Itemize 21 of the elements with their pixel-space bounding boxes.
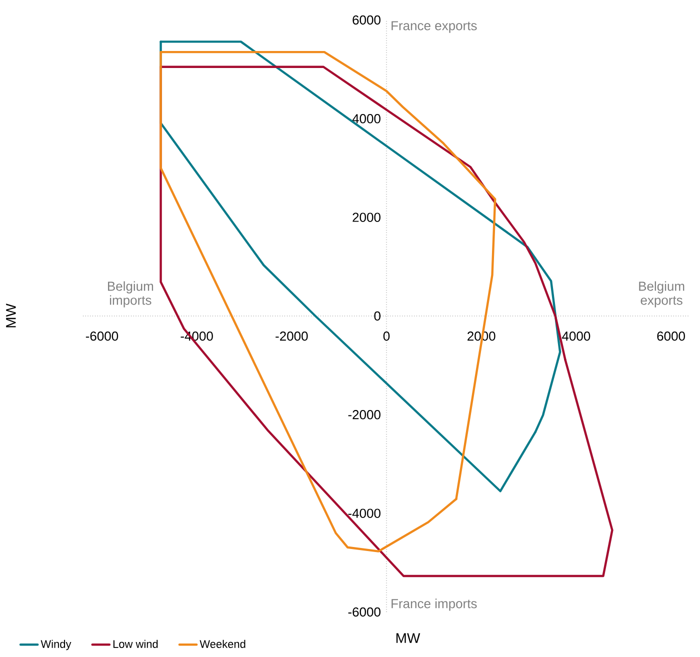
y-tick-label: -4000	[348, 508, 380, 518]
y-tick-label: 6000	[352, 15, 380, 25]
x-tick-label: 0	[383, 332, 390, 341]
y-tick-label: 4000	[352, 114, 380, 124]
annotation: Belgium exports	[639, 281, 684, 308]
x-tick-label: -2000	[276, 332, 308, 341]
x-tick-label: -6000	[86, 332, 118, 341]
y-tick-label: -6000	[348, 607, 380, 617]
annotation: Belgium imports	[108, 281, 154, 308]
y-tick-label: -2000	[348, 410, 380, 420]
legend-label: Low wind	[113, 640, 158, 648]
x-axis-title: MW	[396, 633, 420, 643]
y-tick-label: 2000	[352, 212, 380, 222]
legend-label: Windy	[40, 640, 72, 650]
annotation: France exports	[392, 21, 477, 33]
y-axis-title: MW	[6, 304, 16, 328]
legend-label: Weekend	[200, 640, 246, 648]
y-tick-label: 0	[374, 311, 380, 321]
annotation: France imports	[392, 598, 477, 611]
x-tick-label: 6000	[657, 332, 685, 341]
x-tick-label: 4000	[562, 332, 590, 341]
